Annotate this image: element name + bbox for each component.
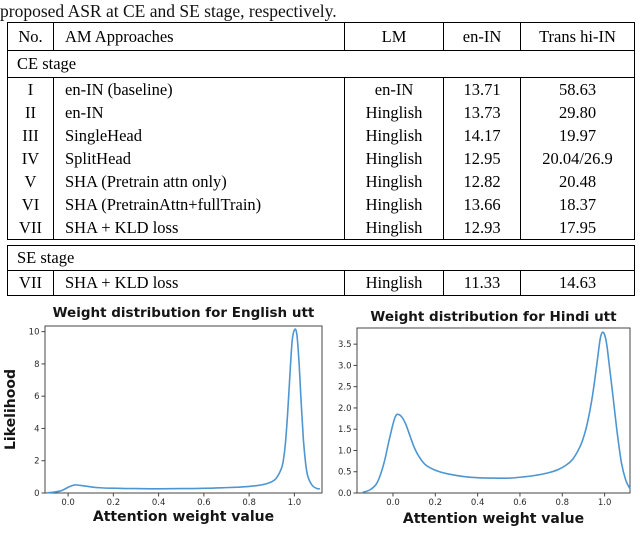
x-tick-label-hindi: 0.6 xyxy=(513,498,527,508)
y-tick-label-hindi: 2.5 xyxy=(338,383,352,393)
approach-cell: SHA (PretrainAttn+fullTrain) xyxy=(53,193,345,216)
approach-cell: en-IN (baseline) xyxy=(53,77,345,101)
en-in-cell: 13.71 xyxy=(443,77,521,101)
y-tick-label-hindi: 0.0 xyxy=(338,489,352,499)
y-tick-label-hindi: 3.5 xyxy=(338,340,352,350)
en-in-cell: 11.33 xyxy=(443,270,521,296)
y-tick-label-hindi: 1.5 xyxy=(338,425,352,435)
trans-hi-in-cell: 19.97 xyxy=(520,124,635,147)
y-tick-label-english: 6 xyxy=(34,392,39,402)
chart-title-english: Weight distribution for English utt xyxy=(53,305,315,321)
trans-hi-in-cell: 58.63 xyxy=(520,77,635,101)
column-header-en-in-cell: en-IN xyxy=(443,22,521,51)
y-tick-label-english: 8 xyxy=(34,360,39,370)
chart-title-hindi: Weight distribution for Hindi utt xyxy=(370,309,617,325)
approach-cell: SHA (Pretrain attn only) xyxy=(53,170,345,193)
x-tick-label-english: 0.6 xyxy=(197,498,211,508)
plot-frame-hindi xyxy=(356,327,631,494)
y-tick-label-english: 0 xyxy=(34,489,39,499)
approach-cell: en-IN xyxy=(53,101,345,124)
x-tick-label-english: 0.4 xyxy=(152,498,166,508)
en-in-cell: 12.93 xyxy=(443,216,521,240)
x-tick-label-english: 0.2 xyxy=(107,498,121,508)
x-axis-label-english: Attention weight value xyxy=(93,509,274,525)
no-cell: III xyxy=(22,125,39,145)
y-tick-label-hindi: 1.0 xyxy=(338,446,352,456)
no-cell: I xyxy=(27,79,34,99)
trans-hi-in-cell: 20.04/26.9 xyxy=(520,147,635,170)
no-cell: II xyxy=(25,102,36,122)
approach-cell: SingleHead xyxy=(53,124,345,147)
y-axis-label-english: Likelihood xyxy=(3,369,19,450)
trans-hi-in-cell: 17.95 xyxy=(520,216,635,240)
en-in-cell: 12.95 xyxy=(443,147,521,170)
approach-cell: SHA + KLD loss xyxy=(53,270,345,296)
x-tick-label-hindi: 0.4 xyxy=(471,498,485,508)
x-tick-label-english: 0.8 xyxy=(242,498,256,508)
column-header-lm-cell: LM xyxy=(344,22,444,51)
trans-hi-in-cell: 20.48 xyxy=(520,170,635,193)
no-cell: VII xyxy=(19,217,42,237)
lm-cell: Hinglish xyxy=(344,101,444,124)
results-table-ce-stage: No. AM Approaches LM en-IN Trans hi-IN CE sta… xyxy=(7,22,635,240)
x-tick-label-hindi: 0.0 xyxy=(386,498,400,508)
lm-cell: Hinglish xyxy=(344,216,444,240)
y-tick-label-english: 10 xyxy=(29,328,40,338)
lm-cell: Hinglish xyxy=(344,124,444,147)
kde-curve-english xyxy=(46,328,321,494)
y-tick-label-hindi: 3.0 xyxy=(338,361,352,371)
column-header-approach-cell: AM Approaches xyxy=(53,22,345,51)
x-tick-label-english: 0.0 xyxy=(61,498,75,508)
approach-cell: SplitHead xyxy=(53,147,345,170)
trans-hi-in-cell: 14.63 xyxy=(519,270,635,296)
column-header-no-cell: No. xyxy=(7,22,54,51)
en-in-cell: 13.66 xyxy=(443,193,521,216)
x-tick-label-hindi: 0.2 xyxy=(429,498,443,508)
y-tick-label-hindi: 0.5 xyxy=(338,468,352,478)
x-tick-label-hindi: 1.0 xyxy=(598,498,612,508)
x-tick-label-hindi: 0.8 xyxy=(556,498,570,508)
lm-cell: Hinglish xyxy=(344,147,444,170)
y-tick-label-hindi: 2.0 xyxy=(338,404,352,414)
lm-cell: en-IN xyxy=(344,77,444,101)
y-tick-label-english: 2 xyxy=(34,457,39,467)
results-table-se-stage: SE stage VII SHA + KLD loss Hinglish 11.33 14… xyxy=(7,245,636,296)
x-tick-label-english: 1.0 xyxy=(288,498,302,508)
column-header-trans-hi-in-cell: Trans hi-IN xyxy=(520,22,635,51)
en-in-cell: 14.17 xyxy=(443,124,521,147)
approach-cell: SHA + KLD loss xyxy=(53,216,345,240)
section-label: SE stage xyxy=(7,245,635,271)
section-label: CE stage xyxy=(7,50,635,78)
kde-curve-hindi xyxy=(362,331,631,493)
lm-cell: Hinglish xyxy=(344,170,444,193)
lm-cell: Hinglish xyxy=(344,193,444,216)
en-in-cell: 13.73 xyxy=(443,101,521,124)
no-cell: V xyxy=(24,171,37,191)
lm-cell: Hinglish xyxy=(344,270,444,296)
trans-hi-in-cell: 29.80 xyxy=(520,101,635,124)
table-caption: proposed ASR at CE and SE stage, respect… xyxy=(0,1,337,21)
no-cell: VII xyxy=(19,273,42,293)
trans-hi-in-cell: 18.37 xyxy=(520,193,635,216)
no-cell: IV xyxy=(21,148,40,168)
x-axis-label-hindi: Attention weight value xyxy=(403,511,584,526)
weight-distribution-figure: 0.0 0.2 0.4 0.6 0.8 1.0 0 2 4 6 8 10 Weight distribu… xyxy=(3,305,631,526)
no-cell: VI xyxy=(21,194,40,214)
en-in-cell: 12.82 xyxy=(443,170,521,193)
plot-frame-english xyxy=(44,325,323,494)
y-tick-label-english: 4 xyxy=(34,424,39,434)
